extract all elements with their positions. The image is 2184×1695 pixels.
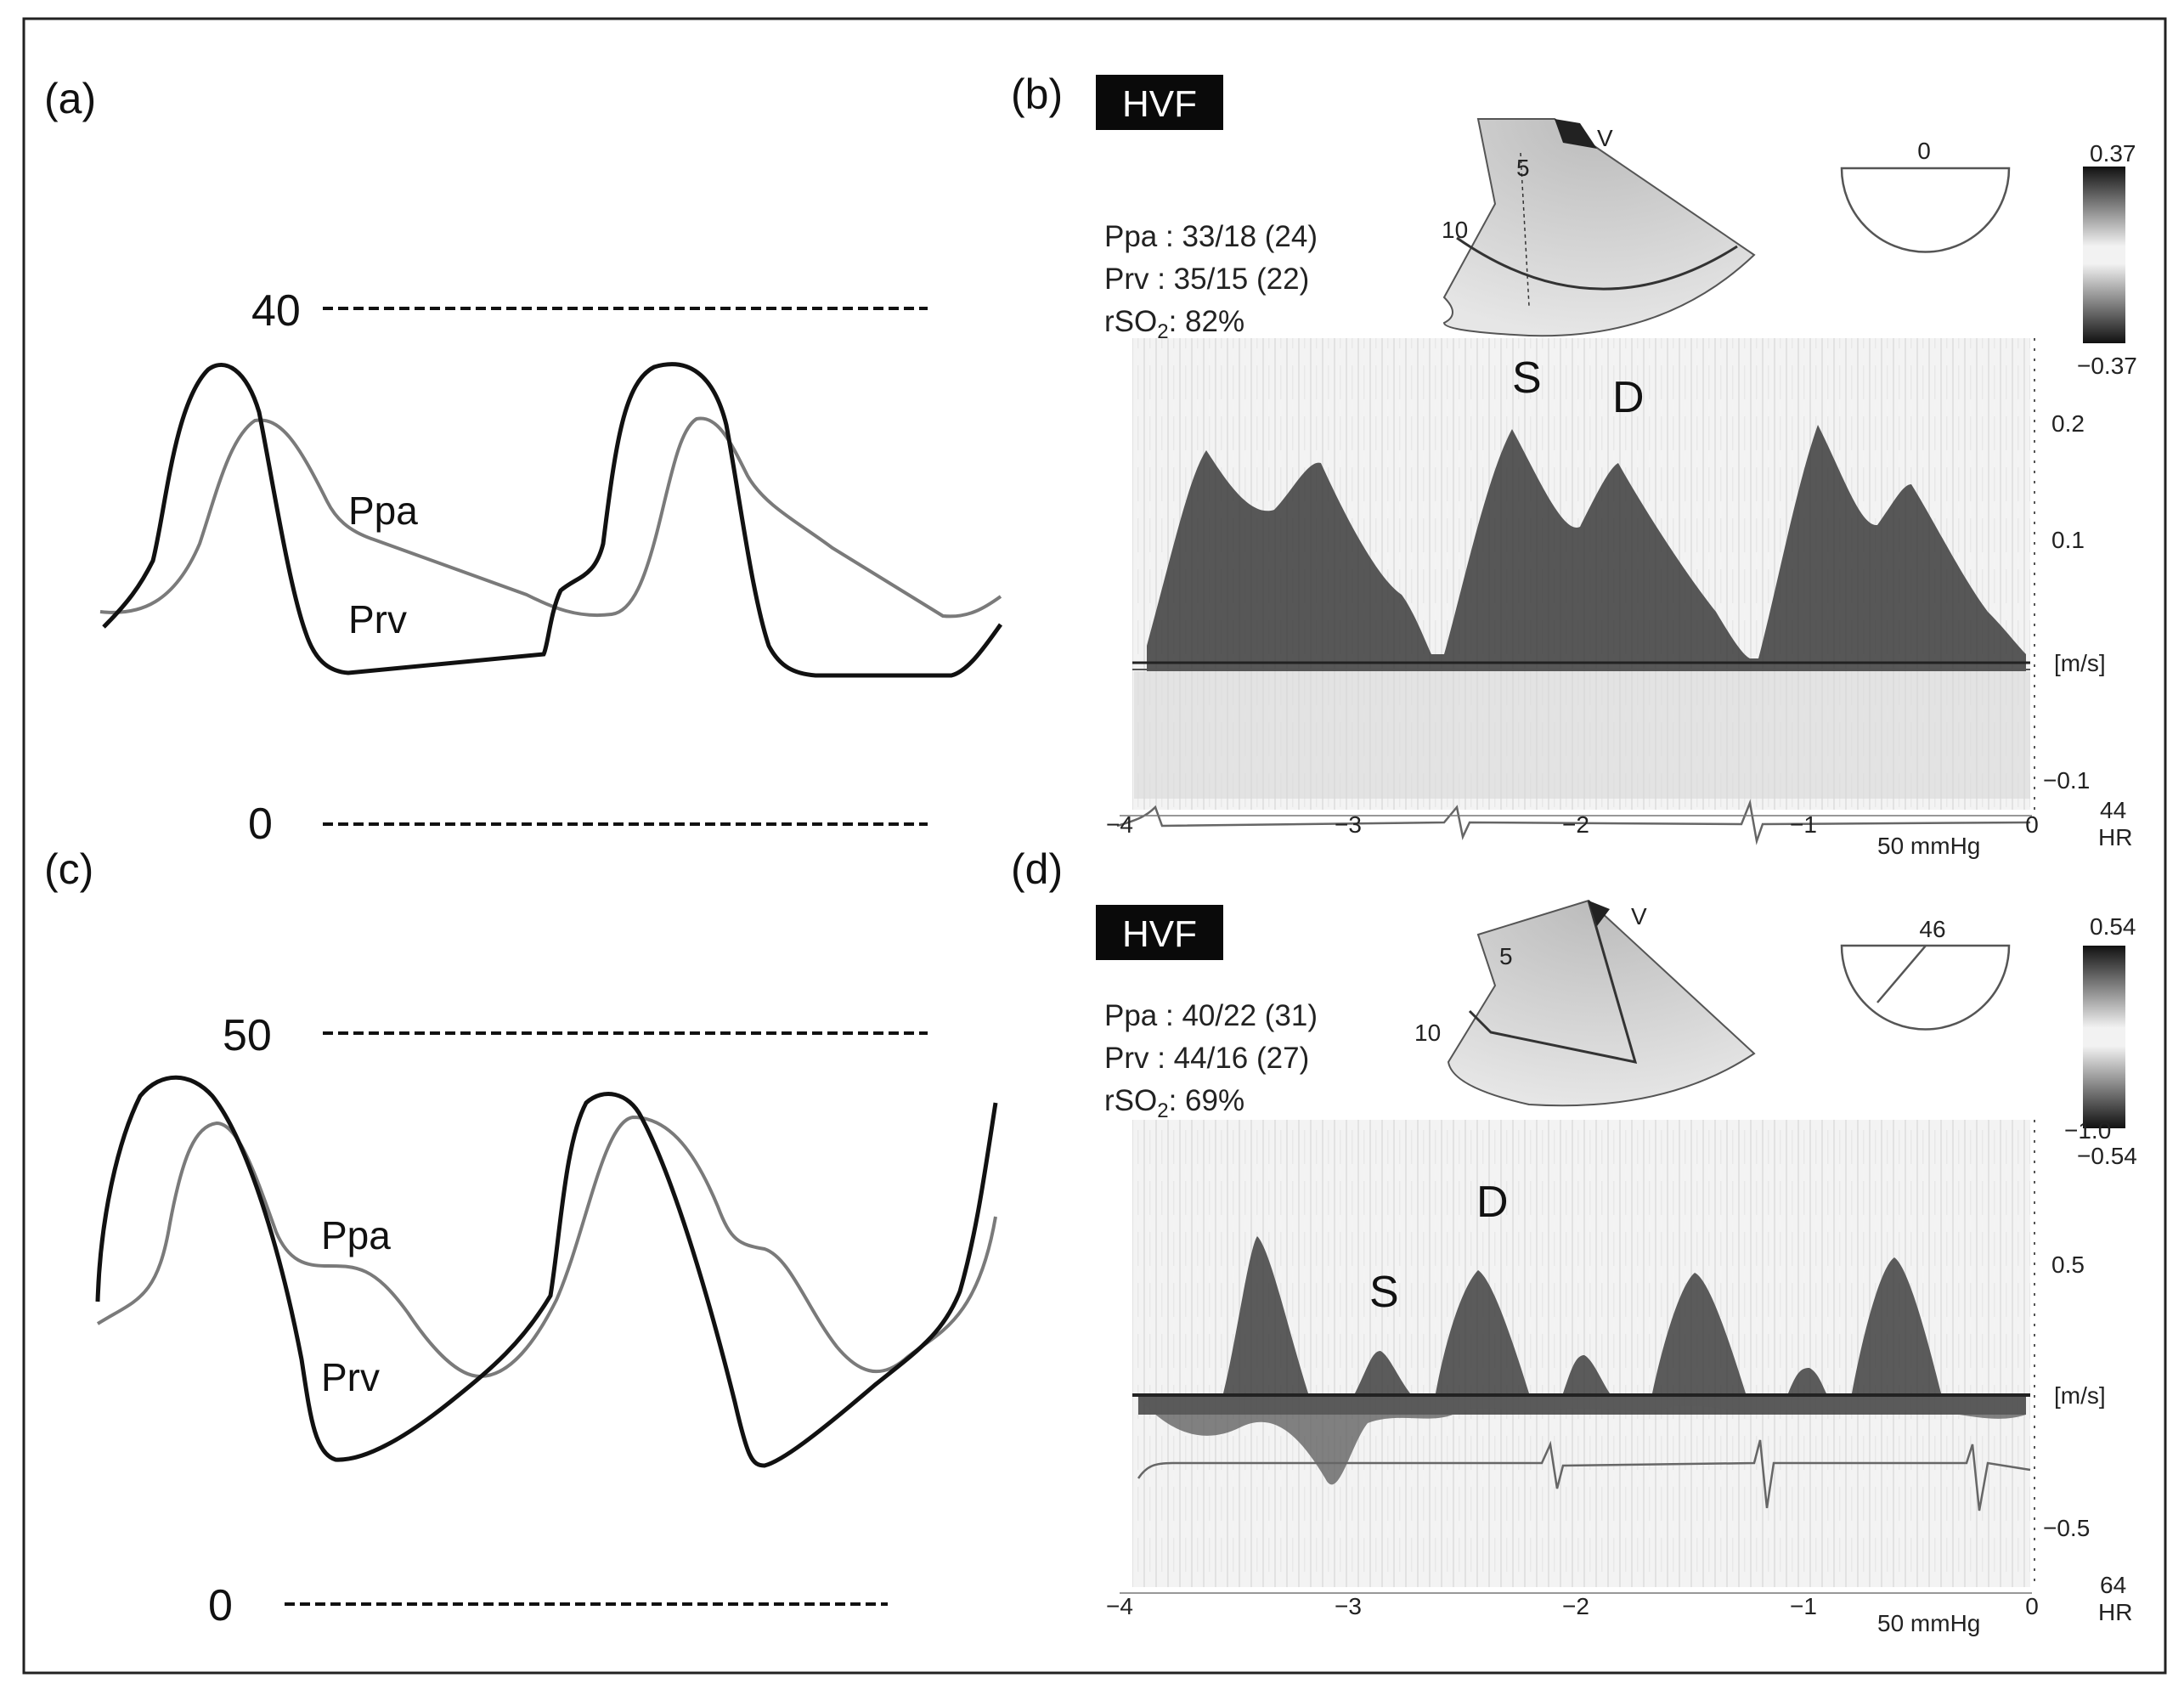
panel-d-ppa-readout: Ppa : 40/22 (31) <box>1104 999 1318 1032</box>
panel-b-ppa-readout: Ppa : 33/18 (24) <box>1104 220 1318 253</box>
panel-b-spectrum-envelope <box>1147 425 2026 671</box>
panel-b-vel-tick-1: 0.1 <box>2051 527 2085 553</box>
figure-border <box>22 17 2167 1675</box>
panel-d: (d) HVF Ppa : 40/22 (31) Prv : 44/16 (27… <box>1011 845 2137 1636</box>
panel-b-time-tick-3: −1 <box>1790 811 1817 838</box>
panel-c: (c) 50 0 Ppa Prv <box>44 845 998 1630</box>
panel-a-level-zero: 0 <box>248 799 273 849</box>
panel-b-time-tick-0: −4 <box>1106 811 1133 838</box>
panel-d-vel-tick-1: [m/s] <box>2054 1382 2106 1409</box>
panel-b-depth-5: 5 <box>1516 155 1530 181</box>
panel-a-ppa-curve <box>99 416 1002 619</box>
panel-b-sector-marker: V <box>1597 125 1613 151</box>
panel-d-scale-bottom-2: −0.54 <box>2077 1143 2137 1169</box>
panel-b-badge <box>1096 75 1223 130</box>
panel-b-time-tick-4: 0 <box>2025 811 2039 838</box>
panel-d-vel-tick-0: 0.5 <box>2051 1251 2085 1278</box>
panel-c-ppa-label: Ppa <box>321 1213 391 1257</box>
panel-b-echo-sector <box>1442 118 1756 337</box>
panel-c-level-zero: 0 <box>208 1581 233 1630</box>
panel-b-depth-10: 10 <box>1442 217 1468 243</box>
panel-b-hr-value: 44 <box>2100 797 2126 823</box>
panel-b-time-tick-2: −2 <box>1562 811 1589 838</box>
panel-d-prv-readout: Prv : 44/16 (27) <box>1104 1042 1309 1075</box>
panel-d-spectrum-envelope <box>1138 1236 2026 1415</box>
panel-b-badge-text: HVF <box>1122 83 1197 125</box>
panel-d-depth-5: 5 <box>1499 943 1513 969</box>
panel-a-ppa-label: Ppa <box>348 489 418 533</box>
panel-d-angle-line <box>1876 945 1927 1003</box>
panel-b-rso2-readout: rSO2: 82% <box>1104 305 1244 343</box>
panel-d-hr-label: HR <box>2098 1599 2132 1625</box>
panel-d-vel-tick-2: −0.5 <box>2043 1515 2090 1541</box>
panel-b-label: (b) <box>1011 71 1063 118</box>
panel-b-ecg-trace <box>1116 799 2031 845</box>
panel-a-prv-curve <box>102 362 1003 678</box>
panel-a-label: (a) <box>44 75 96 122</box>
panel-d-angle-indicator <box>1840 944 2011 1031</box>
panel-d-ecg-trace <box>1137 1439 2031 1511</box>
panel-c-ppa-curve <box>96 1115 997 1379</box>
panel-d-scale-top: 0.54 <box>2090 913 2136 940</box>
panel-d-badge <box>1096 905 1223 960</box>
panel-b-time-tick-1: −3 <box>1335 811 1362 838</box>
panel-a-prv-label: Prv <box>348 597 407 641</box>
panel-d-time-tick-2: −2 <box>1562 1593 1589 1619</box>
panel-b-angle-value: 0 <box>1917 138 1931 164</box>
panel-d-time-tick-1: −3 <box>1335 1593 1362 1619</box>
panel-c-prv-curve <box>95 1075 998 1468</box>
panel-a: (a) 40 0 Ppa Prv <box>44 75 1003 849</box>
panel-d-echo-sector <box>1447 899 1756 1107</box>
panel-d-rso2-readout: rSO2: 69% <box>1104 1084 1244 1122</box>
panel-d-hr-value: 64 <box>2100 1572 2126 1598</box>
panel-d-color-scale <box>2083 946 2125 1128</box>
panel-d-angle-value: 46 <box>1919 916 1945 942</box>
panel-c-prv-label: Prv <box>321 1355 380 1399</box>
panel-d-time-tick-0: −4 <box>1106 1593 1133 1619</box>
panel-b-angle-indicator <box>1840 167 2011 253</box>
panel-b-vel-tick-2: [m/s] <box>2054 650 2106 676</box>
panel-c-label: (c) <box>44 845 93 893</box>
panel-b-s-wave-label: S <box>1512 353 1542 403</box>
panel-d-depth-10: 10 <box>1414 1020 1441 1046</box>
panel-b-hr-label: HR <box>2098 824 2132 850</box>
panel-c-level-high: 50 <box>223 1011 272 1060</box>
panel-d-pressure-scale: 50 mmHg <box>1877 1610 1980 1636</box>
panel-b-pressure-scale: 50 mmHg <box>1877 833 1980 859</box>
panel-d-sector-marker: V <box>1631 903 1647 929</box>
panel-b-vel-tick-0: 0.2 <box>2051 410 2085 437</box>
panel-d-d-wave-label: D <box>1476 1178 1509 1227</box>
panel-b-prv-readout: Prv : 35/15 (22) <box>1104 263 1309 296</box>
panel-b: (b) HVF Ppa : 33/18 (24) Prv : 35/15 (22… <box>1011 71 2137 859</box>
panel-d-scale-bottom: −1.0 <box>2064 1117 2111 1144</box>
panel-b-scale-bottom: −0.37 <box>2077 353 2137 379</box>
panel-b-d-wave-label: D <box>1612 373 1645 422</box>
panel-d-negative-spectrum <box>1138 1398 2026 1485</box>
panel-a-level-high: 40 <box>251 286 301 336</box>
panel-d-badge-text: HVF <box>1122 913 1197 955</box>
panel-b-vel-tick-3: −0.1 <box>2043 767 2090 794</box>
panel-d-label: (d) <box>1011 845 1063 893</box>
panel-d-time-tick-4: 0 <box>2025 1593 2039 1619</box>
panel-d-time-tick-3: −1 <box>1790 1593 1817 1619</box>
panel-d-s-wave-label: S <box>1369 1268 1399 1317</box>
panel-b-scale-top: 0.37 <box>2090 140 2136 167</box>
panel-b-negative-spectrum <box>1134 671 2030 799</box>
panel-b-color-scale <box>2083 167 2125 343</box>
